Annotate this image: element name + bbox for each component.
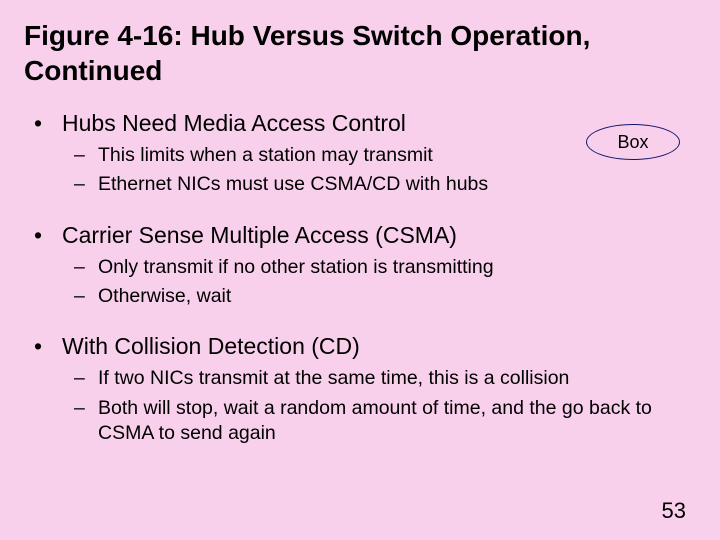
- dash: –: [74, 172, 98, 197]
- box-label-text: Box: [617, 132, 648, 153]
- bullet-3-sub-2-text: Both will stop, wait a random amount of …: [98, 396, 696, 447]
- bullet-2-sub-2: – Otherwise, wait: [74, 284, 696, 309]
- bullet-2-sub-1: – Only transmit if no other station is t…: [74, 255, 696, 280]
- bullet-3: • With Collision Detection (CD): [34, 333, 696, 360]
- dash: –: [74, 284, 98, 309]
- bullet-1-text: Hubs Need Media Access Control: [62, 110, 406, 137]
- dash: –: [74, 396, 98, 447]
- bullet-1-sub-1-text: This limits when a station may transmit: [98, 143, 433, 168]
- bullet-2-text: Carrier Sense Multiple Access (CSMA): [62, 222, 457, 249]
- bullet-dot: •: [34, 110, 62, 137]
- bullet-3-sub-2: – Both will stop, wait a random amount o…: [74, 396, 696, 447]
- bullet-dot: •: [34, 222, 62, 249]
- bullet-2-sub-2-text: Otherwise, wait: [98, 284, 231, 309]
- slide-title: Figure 4-16: Hub Versus Switch Operation…: [24, 18, 696, 88]
- bullet-3-sub-1-text: If two NICs transmit at the same time, t…: [98, 366, 569, 391]
- box-annotation: Box: [586, 124, 680, 160]
- bullet-1-sub-2-text: Ethernet NICs must use CSMA/CD with hubs: [98, 172, 488, 197]
- bullet-2: • Carrier Sense Multiple Access (CSMA): [34, 222, 696, 249]
- bullet-dot: •: [34, 333, 62, 360]
- page-number: 53: [662, 498, 686, 524]
- bullet-3-text: With Collision Detection (CD): [62, 333, 360, 360]
- dash: –: [74, 143, 98, 168]
- dash: –: [74, 255, 98, 280]
- bullet-3-sub-1: – If two NICs transmit at the same time,…: [74, 366, 696, 391]
- bullet-1-sub-2: – Ethernet NICs must use CSMA/CD with hu…: [74, 172, 696, 197]
- dash: –: [74, 366, 98, 391]
- bullet-2-sub-1-text: Only transmit if no other station is tra…: [98, 255, 494, 280]
